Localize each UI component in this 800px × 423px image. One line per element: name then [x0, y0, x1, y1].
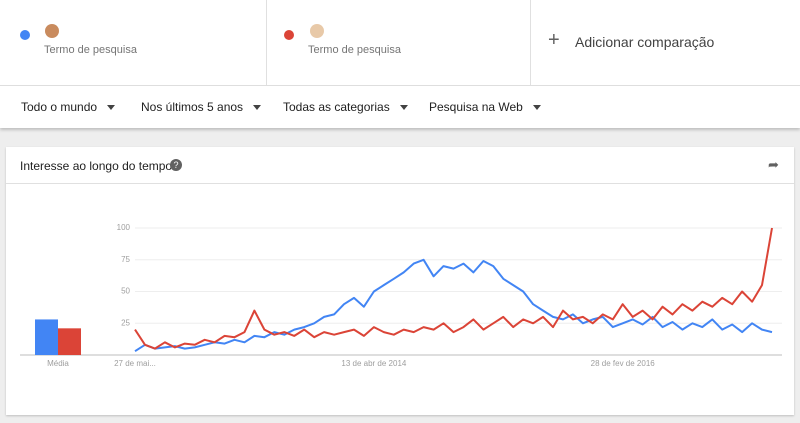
filter[interactable]: Pesquisa na Web: [429, 100, 541, 114]
x-tick-label: 28 de fev de 2016: [591, 359, 656, 368]
term-2[interactable]: Termo de pesquisa: [266, 0, 531, 85]
emoji: [45, 24, 59, 38]
y-tick-label: 25: [121, 318, 130, 327]
add-comparison[interactable]: Adicionar comparação: [575, 34, 715, 50]
dot: [284, 30, 294, 40]
term-label: Termo de pesquisa: [44, 44, 137, 56]
filter[interactable]: Todas as categorias: [283, 100, 408, 114]
card: Interesse ao longo do tempo ? ➦: [6, 147, 794, 415]
average-bar: [58, 328, 81, 355]
series-line: [134, 258, 773, 353]
filter[interactable]: Todo o mundo: [21, 100, 115, 114]
term-1[interactable]: Termo de pesquisa: [0, 0, 267, 85]
y-tick-label: 50: [121, 287, 130, 296]
y-tick-label: 100: [117, 223, 131, 232]
series-line: [134, 227, 773, 350]
emoji: [310, 24, 324, 38]
average-bar: [35, 319, 58, 355]
x-tick-label: 13 de abr de 2014: [341, 359, 406, 368]
filter-bar: Todo o mundo Nos últimos 5 anos Todas as…: [0, 86, 800, 128]
share-icon[interactable]: ➦: [768, 157, 779, 172]
dot: [20, 30, 30, 40]
y-tick-label: 75: [121, 255, 130, 264]
card-title: Interesse ao longo do tempo: [20, 159, 173, 173]
plus-icon[interactable]: +: [548, 29, 560, 51]
help-icon[interactable]: ?: [170, 159, 182, 171]
separator: [6, 183, 794, 184]
x-tick-label: 27 de mai...: [114, 359, 156, 368]
term-label: Termo de pesquisa: [308, 44, 401, 56]
average-label: Média: [47, 359, 69, 368]
filter[interactable]: Nos últimos 5 anos: [141, 100, 261, 114]
header: Termo de pesquisa Termo de pesquisa + Ad…: [0, 0, 800, 86]
